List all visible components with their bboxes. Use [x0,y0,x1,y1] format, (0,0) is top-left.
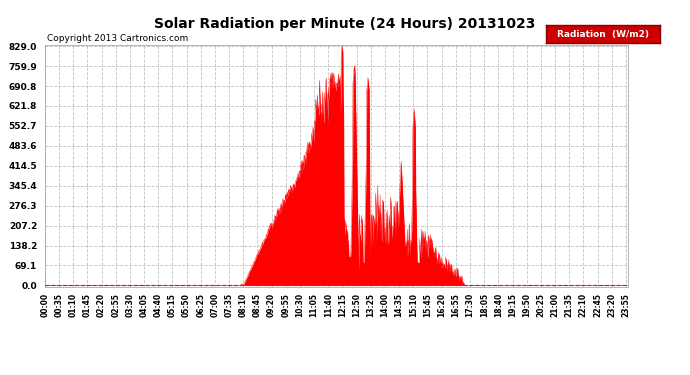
Text: Radiation  (W/m2): Radiation (W/m2) [558,30,649,39]
Text: Solar Radiation per Minute (24 Hours) 20131023: Solar Radiation per Minute (24 Hours) 20… [155,17,535,31]
Text: Copyright 2013 Cartronics.com: Copyright 2013 Cartronics.com [47,34,188,43]
